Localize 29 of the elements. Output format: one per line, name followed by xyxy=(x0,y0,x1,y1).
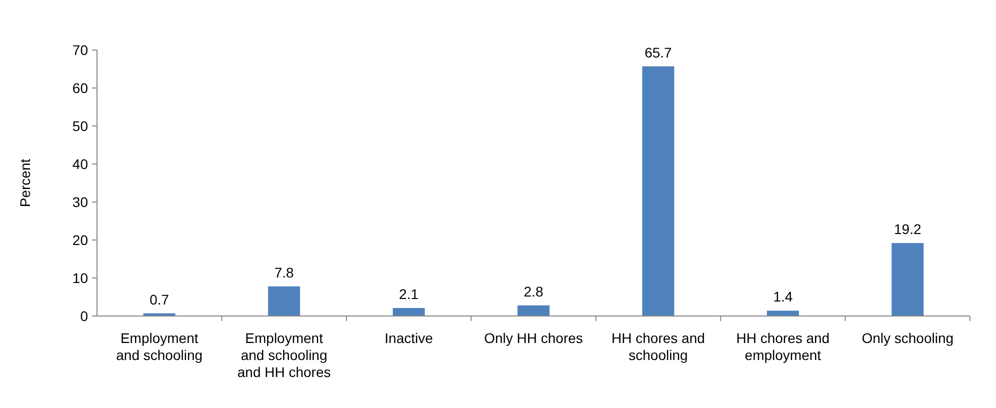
data-label: 65.7 xyxy=(644,44,672,60)
data-label: 2.1 xyxy=(399,286,419,302)
y-tick-label: 30 xyxy=(72,194,88,210)
y-tick-label: 70 xyxy=(72,42,88,58)
x-tick-label: Inactive xyxy=(384,330,434,346)
x-tick-label: HH chores and schooling xyxy=(612,330,705,363)
bar xyxy=(268,286,300,316)
x-tick-label: HH chores and employment xyxy=(736,330,830,363)
data-label: 7.8 xyxy=(274,264,294,280)
y-tick-label: 40 xyxy=(72,156,88,172)
bar xyxy=(392,308,425,316)
bar xyxy=(766,310,799,316)
bar xyxy=(518,305,550,316)
bar xyxy=(642,66,674,316)
x-tick-label: Only schooling xyxy=(862,330,954,346)
y-tick-label: 50 xyxy=(72,118,88,134)
x-tick-label: Employment and schooling xyxy=(116,330,203,363)
x-tick-label: Only HH chores xyxy=(484,330,583,346)
x-tick-label: Employment and schooling and HH chores xyxy=(237,330,331,380)
bar xyxy=(892,243,924,316)
data-label: 19.2 xyxy=(894,221,922,238)
y-tick-label: 60 xyxy=(72,80,88,96)
y-axis-title: Percent xyxy=(17,158,33,208)
y-tick-label: 0 xyxy=(80,308,88,324)
data-label: 1.4 xyxy=(773,288,793,305)
data-label: 2.8 xyxy=(524,283,544,300)
y-tick-label: 10 xyxy=(72,270,88,286)
y-tick-label: 20 xyxy=(72,232,88,248)
data-label: 0.7 xyxy=(150,291,170,308)
